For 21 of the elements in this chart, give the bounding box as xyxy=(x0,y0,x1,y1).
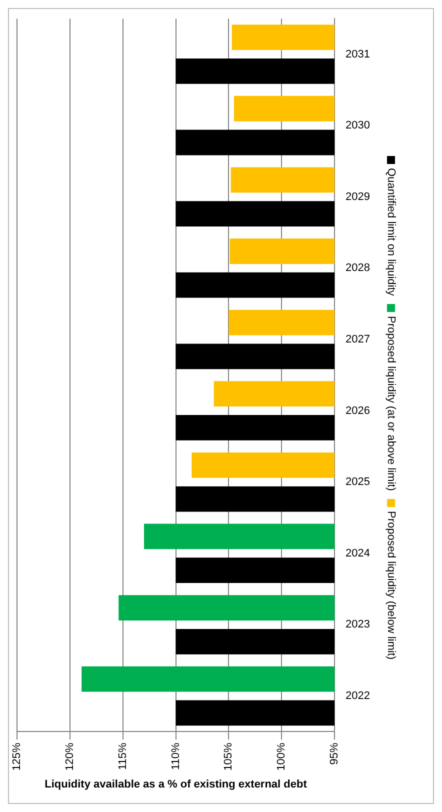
x-tick-label: 105% xyxy=(222,742,235,771)
y-tick-label: 2030 xyxy=(346,120,370,132)
legend-label: Proposed liquidity (at or above limit) xyxy=(385,316,397,492)
y-tick-label: 2027 xyxy=(346,334,370,346)
x-tick-label: 125% xyxy=(11,742,24,771)
y-tick-label: 2022 xyxy=(346,690,370,702)
y-tick-label: 2029 xyxy=(346,190,370,203)
x-tick-label: 115% xyxy=(116,742,129,770)
y-tick-label: 2023 xyxy=(346,618,370,631)
x-tick-label: 100% xyxy=(276,742,288,771)
legend-label: Proposed liquidity (below limit) xyxy=(385,511,397,660)
x-tick-label: 120% xyxy=(64,742,76,771)
legend-label: Quantified limit on liquidity xyxy=(385,168,397,296)
x-tick-label: 110% xyxy=(170,742,182,770)
y-tick-label: 2031 xyxy=(346,48,370,60)
x-tick-label: 95% xyxy=(328,742,341,765)
x-axis-title: Liquidity available as a % of existing external debt xyxy=(44,778,308,790)
y-tick-label: 2026 xyxy=(346,404,370,417)
y-tick-label: 2025 xyxy=(346,476,370,488)
y-tick-label: 2024 xyxy=(346,547,370,560)
y-tick-label: 2028 xyxy=(346,262,370,274)
